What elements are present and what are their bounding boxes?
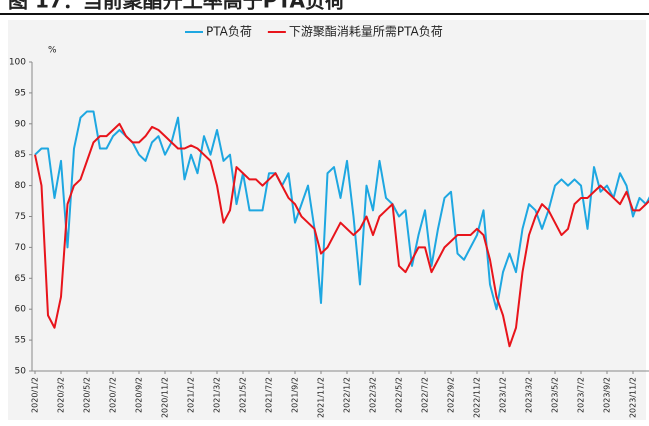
y-tick-label: 70 [15,243,27,253]
x-tick-label: 2023/11/2 [629,377,638,418]
series-line [34,122,649,348]
y-tick-label: 100 [9,58,26,68]
y-tick-label: 75 [15,212,26,222]
x-tick-label: 2022/1/2 [343,377,352,413]
legend-label: 下游聚酯消耗量所需PTA负荷 [289,25,443,39]
y-tick-label: 65 [15,274,26,284]
series-line [34,110,649,311]
x-tick-label: 2022/3/2 [369,377,378,413]
y-tick-label: 80 [15,181,27,191]
y-tick-label: 85 [15,150,26,160]
y-tick-label: 95 [15,88,26,98]
legend-label: PTA负荷 [206,25,252,39]
x-tick-label: 2022/5/2 [395,377,404,413]
x-tick-label: 2023/3/2 [525,377,534,413]
x-tick-label: 2022/9/2 [447,377,456,413]
y-tick-label: 90 [15,119,27,129]
x-tick-label: 2023/9/2 [603,377,612,413]
y-tick-label: 50 [15,367,27,377]
x-tick-label: 2021/5/2 [239,377,248,413]
x-tick-label: 2020/9/2 [135,377,144,413]
x-tick-label: 2023/7/2 [577,377,586,413]
y-tick-label: 60 [15,305,27,315]
x-tick-label: 2022/11/2 [473,377,482,418]
x-tick-label: 2023/5/2 [551,377,560,413]
chart-title: 图 17：当前聚酯开工率高于PTA负荷 [8,0,345,13]
x-tick-label: 2021/3/2 [213,377,222,413]
x-tick-label: 2021/7/2 [265,377,274,413]
x-tick-label: 2020/1/2 [31,377,40,413]
x-tick-label: 2020/3/2 [57,377,66,413]
x-tick-label: 2022/7/2 [421,377,430,413]
x-tick-label: 2020/11/2 [161,377,170,418]
x-tick-label: 2020/7/2 [109,377,118,413]
y-tick-label: 55 [15,336,26,346]
x-tick-label: 2021/1/2 [187,377,196,413]
x-tick-label: 2020/5/2 [83,377,92,413]
y-axis-unit: % [48,46,57,56]
x-tick-label: 2021/11/2 [317,377,326,418]
x-tick-label: 2021/9/2 [291,377,300,413]
x-tick-label: 2023/1/2 [499,377,508,413]
chart-background [8,20,646,420]
